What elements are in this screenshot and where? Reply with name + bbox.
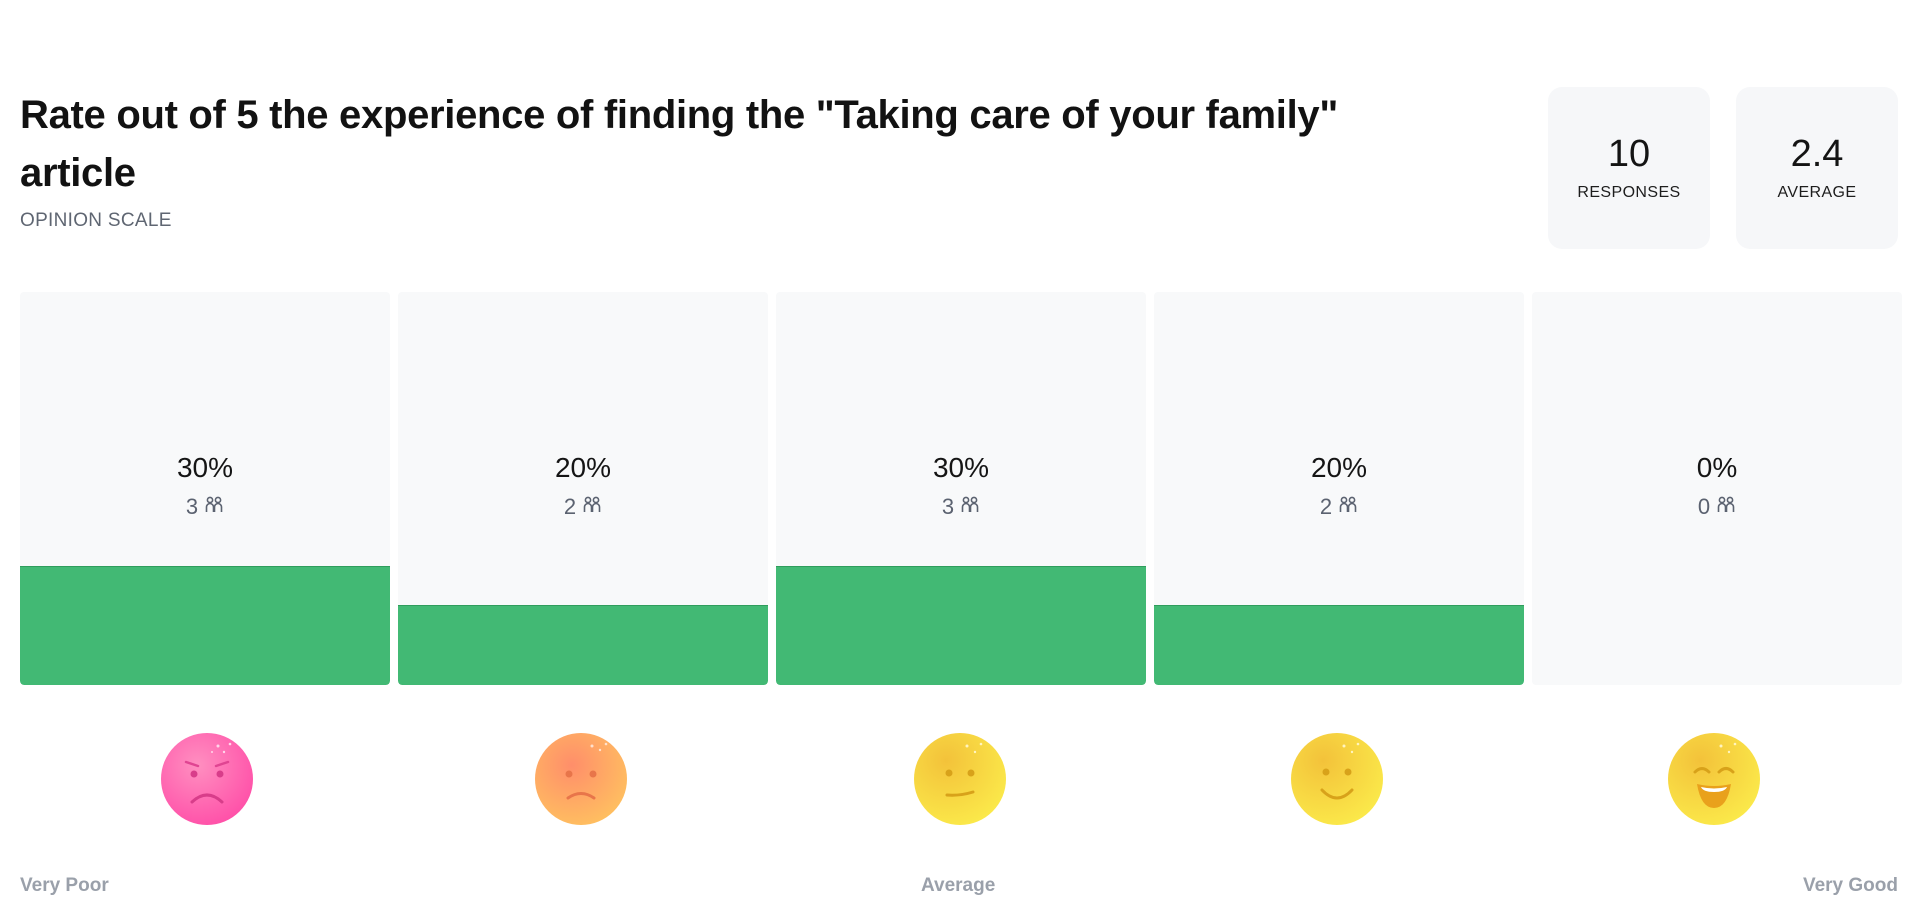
option-1-percent: 30% bbox=[176, 452, 234, 483]
people-icon bbox=[1338, 495, 1358, 521]
option-1-bar[interactable]: 30% 3 bbox=[20, 292, 390, 685]
very-sad-face-icon bbox=[160, 732, 254, 826]
option-1-count: 3 bbox=[185, 494, 199, 519]
average-score: 2.4 bbox=[1790, 133, 1844, 175]
option-5-count: 0 bbox=[1697, 494, 1711, 519]
option-5-percent: 0% bbox=[1696, 452, 1738, 483]
option-3-fill bbox=[776, 566, 1146, 685]
question-title: Rate out of 5 the experience of finding … bbox=[20, 93, 1339, 195]
option-2-percent: 20% bbox=[554, 452, 612, 483]
option-2-count-row: 2 bbox=[398, 494, 768, 521]
scale-label-low: Very Poor bbox=[20, 875, 109, 896]
option-3-count: 3 bbox=[941, 494, 955, 519]
scale-label-mid: Average bbox=[921, 875, 996, 896]
option-4-percent: 20% bbox=[1310, 452, 1368, 483]
option-4-fill bbox=[1154, 605, 1524, 685]
option-3-percent: 30% bbox=[932, 452, 990, 483]
responses-label: RESPONSES bbox=[1577, 184, 1681, 201]
responses-stat-card: 10 RESPONSES bbox=[1548, 87, 1710, 249]
people-icon bbox=[960, 495, 980, 521]
grinning-face-icon bbox=[1667, 732, 1761, 826]
option-5-bar[interactable]: 0% 0 bbox=[1532, 292, 1902, 685]
people-icon bbox=[582, 495, 602, 521]
people-icon bbox=[1716, 495, 1736, 521]
question-type-label: OPINION SCALE bbox=[20, 210, 172, 231]
smiling-face-icon bbox=[1290, 732, 1384, 826]
option-2-fill bbox=[398, 605, 768, 685]
average-stat-card: 2.4 AVERAGE bbox=[1736, 87, 1898, 249]
option-1-fill bbox=[20, 566, 390, 685]
option-3-bar[interactable]: 30% 3 bbox=[776, 292, 1146, 685]
responses-count: 10 bbox=[1607, 133, 1651, 175]
option-2-count: 2 bbox=[563, 494, 577, 519]
neutral-face-icon bbox=[913, 732, 1007, 826]
option-5-count-row: 0 bbox=[1532, 494, 1902, 521]
people-icon bbox=[204, 495, 224, 521]
scale-label-high: Very Good bbox=[1802, 875, 1898, 896]
average-label: AVERAGE bbox=[1777, 184, 1857, 201]
sad-face-icon bbox=[534, 732, 628, 826]
option-2-bar[interactable]: 20% 2 bbox=[398, 292, 768, 685]
option-4-count: 2 bbox=[1319, 494, 1333, 519]
option-1-count-row: 3 bbox=[20, 494, 390, 521]
option-3-count-row: 3 bbox=[776, 494, 1146, 521]
option-4-bar[interactable]: 20% 2 bbox=[1154, 292, 1524, 685]
option-4-count-row: 2 bbox=[1154, 494, 1524, 521]
